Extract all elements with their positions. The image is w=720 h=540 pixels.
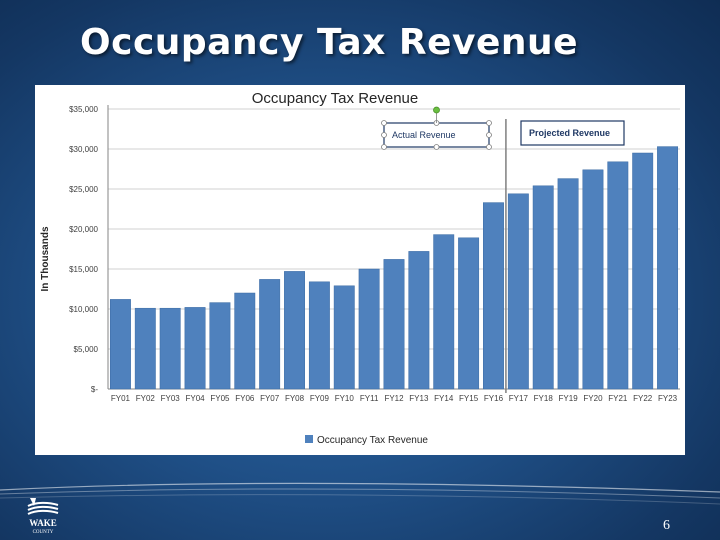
x-tick-label: FY12 (384, 394, 404, 403)
svg-text:COUNTY: COUNTY (33, 530, 54, 534)
x-tick-label: FY20 (583, 394, 603, 403)
x-tick-label: FY11 (360, 394, 379, 403)
x-tick-label: FY09 (310, 394, 330, 403)
bar-fy03 (159, 307, 181, 390)
x-tick-label: FY07 (260, 394, 280, 403)
bar-fy05 (209, 302, 231, 390)
selection-handle (381, 132, 387, 138)
bar-fy01 (109, 299, 131, 390)
rotate-handle (433, 106, 440, 114)
projected-revenue-label: Projected Revenue (529, 128, 610, 138)
bar-fy14 (433, 234, 455, 390)
actual-revenue-box (383, 122, 490, 148)
bar-fy04 (184, 307, 206, 390)
x-tick-label: FY23 (658, 394, 678, 403)
footer-wave (0, 482, 720, 505)
x-tick-label: FY15 (459, 394, 479, 403)
x-tick-label: FY10 (335, 394, 355, 403)
x-tick-label: FY13 (409, 394, 429, 403)
chart-title: Occupancy Tax Revenue (252, 90, 419, 107)
bar-fy18 (532, 185, 554, 390)
bar-fy16 (483, 202, 504, 390)
x-tick-label: FY18 (534, 394, 554, 403)
x-tick-label: FY16 (484, 394, 504, 403)
bar-fy09 (308, 281, 330, 390)
chart-panel: Occupancy Tax Revenue $- $5,000 $10,000 $15,… (35, 85, 685, 455)
x-tick-label: FY05 (210, 394, 230, 403)
x-tick-label: FY14 (434, 394, 454, 403)
x-tick-label: FY01 (111, 394, 131, 403)
x-tick-label: FY02 (136, 394, 156, 403)
x-tick-label: FY17 (509, 394, 529, 403)
bar-fy21 (607, 161, 629, 390)
x-tick-label: FY08 (285, 394, 305, 403)
y-tick-label: $30,000 (69, 145, 98, 154)
bar-fy15 (458, 237, 480, 390)
bar-fy11 (358, 268, 380, 390)
y-axis-label: In Thousands (40, 226, 51, 291)
selection-handle (381, 144, 387, 150)
wake-county-logo-icon: WAKE COUNTY (27, 498, 59, 534)
y-tick-label: $15,000 (69, 265, 98, 274)
selection-handle (486, 144, 492, 150)
y-tick-label: $- (91, 385, 98, 394)
bar-fy13 (408, 251, 430, 390)
x-tick-label: FY22 (633, 394, 653, 403)
x-tick-label: FY21 (608, 394, 628, 403)
bar-fy07 (259, 279, 281, 390)
legend-swatch (305, 435, 313, 443)
slide-title: Occupancy Tax Revenue (80, 22, 579, 63)
selection-handle (486, 132, 492, 138)
selection-handle (433, 144, 440, 150)
svg-text:WAKE: WAKE (29, 518, 57, 528)
y-tick-label: $25,000 (69, 185, 98, 194)
selection-handle (381, 120, 387, 126)
y-tick-label: $10,000 (69, 305, 98, 314)
bar-fy23 (657, 146, 679, 390)
selection-handle (486, 120, 492, 126)
page-number: 6 (663, 518, 670, 533)
y-tick-label: $5,000 (74, 345, 99, 354)
bar-fy19 (557, 178, 579, 390)
bar-fy08 (284, 271, 305, 390)
bar-fy06 (234, 292, 256, 390)
actual-revenue-label: Actual Revenue (392, 130, 456, 140)
x-tick-label: FY19 (559, 394, 579, 403)
bar-fy22 (632, 152, 654, 390)
bar-fy20 (582, 169, 604, 390)
bar-fy12 (383, 259, 405, 390)
legend-label: Occupancy Tax Revenue (317, 435, 428, 446)
x-tick-label: FY04 (185, 394, 205, 403)
bar-fy02 (134, 307, 156, 390)
y-tick-label: $35,000 (69, 105, 98, 114)
bar-chart: Occupancy Tax Revenue $- $5,000 $10,000 $15,… (40, 90, 680, 446)
y-tick-label: $20,000 (69, 225, 98, 234)
projected-revenue-box (520, 120, 625, 146)
x-tick-label: FY03 (161, 394, 181, 403)
bar-fy10 (333, 285, 355, 390)
x-tick-label: FY06 (235, 394, 255, 403)
bar-fy17 (507, 193, 529, 390)
